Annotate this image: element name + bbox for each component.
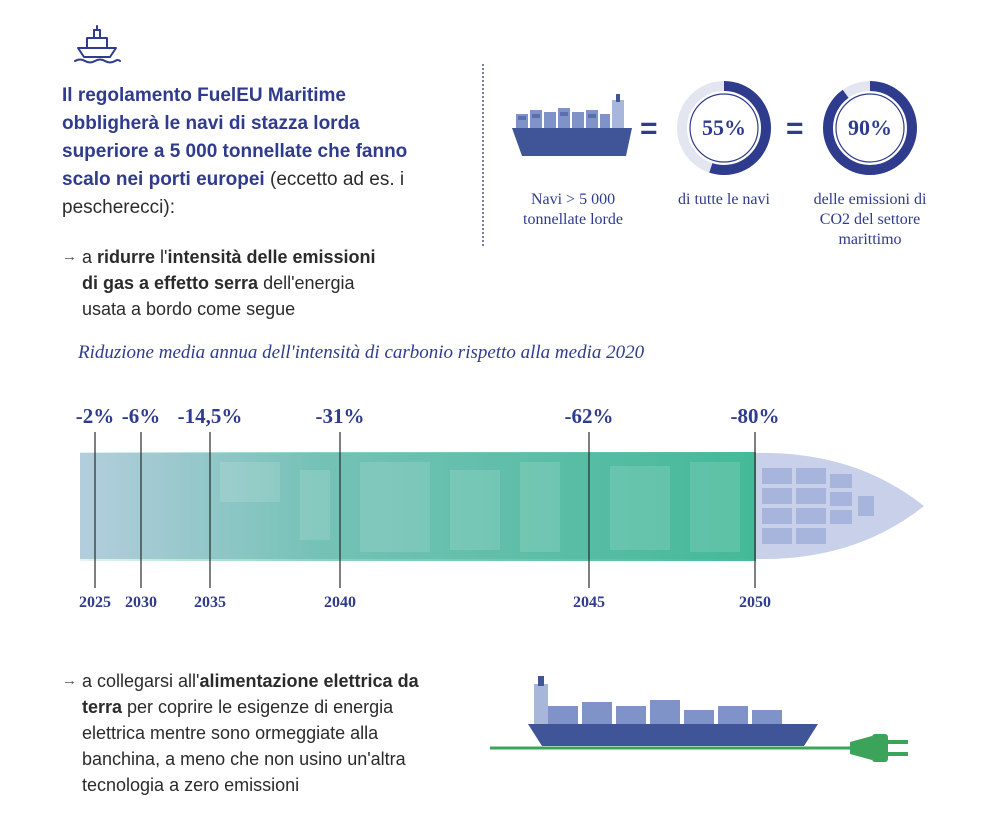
vertical-divider	[482, 64, 484, 246]
donut-arc-emissions	[823, 81, 917, 175]
intro-text: Il regolamento FuelEU Maritime obbligher…	[62, 82, 442, 222]
bullet1-text-2: l'	[155, 247, 168, 267]
reduction-label-2030: -6%	[121, 404, 161, 428]
power-plug-icon	[850, 734, 908, 762]
intro-bold: Il regolamento FuelEU Maritime obbligher…	[62, 85, 408, 190]
teal-overlay	[80, 452, 756, 561]
bullet-reduce: → a ridurre l'intensità delle emissioni …	[62, 244, 392, 322]
reduction-label-2025: -2%	[75, 404, 115, 428]
intro-normal: (eccetto ad es. i pescherecci):	[62, 169, 405, 218]
reduction-label-2035: -14,5%	[177, 404, 243, 428]
bullet-shore-power: → a collegarsi all'alimentazione elettri…	[62, 668, 452, 798]
caption-ships-share: di tutte le navi	[678, 191, 770, 208]
deck-texture	[220, 462, 740, 552]
donut-emissions-share: 90%	[822, 80, 918, 176]
bullet1-bold-2: intensità delle emissioni di gas a effet…	[82, 247, 376, 293]
arrow-right-icon: →	[62, 672, 77, 689]
reduction-timeline-chart	[80, 432, 924, 588]
reduction-label-2050: -80%	[730, 404, 780, 428]
container-ship-image	[508, 90, 638, 162]
bullet1-text-3: dell'energia usata a bordo come segue	[82, 273, 355, 319]
year-label-2025: 2025	[79, 594, 111, 611]
bullet2-text-2: per coprire le esigenze di energia elett…	[82, 697, 406, 795]
bullet2-bold-1: alimentazione elettrica da terra	[82, 671, 419, 717]
equals-sign-1: =	[640, 112, 658, 145]
ship-hull	[528, 724, 818, 746]
ship-with-plug-image	[490, 676, 908, 762]
year-label-2040: 2040	[324, 594, 356, 611]
arrow-right-icon: →	[62, 248, 77, 265]
donut-ships-label: 55%	[702, 115, 746, 140]
year-label-2045: 2045	[573, 594, 605, 611]
caption-ships: Navi > 5 000 tonnellate lorde	[523, 191, 623, 228]
bullet2-text-1: a collegarsi all'	[82, 671, 200, 691]
donut-arc-ships	[677, 81, 771, 175]
reduction-label-2045: -62%	[564, 404, 614, 428]
bow-containers	[762, 468, 874, 544]
reduction-label-2040: -31%	[315, 404, 365, 428]
donut-ships-share: 55%	[676, 80, 772, 176]
bullet1-bold-1: ridurre	[97, 247, 156, 267]
year-label-2030: 2030	[125, 594, 157, 611]
equals-sign-2: =	[786, 112, 804, 145]
year-label-2035: 2035	[194, 594, 226, 611]
ship-icon	[74, 25, 121, 64]
caption-emissions-share: delle emissioni di CO2 del settore marit…	[813, 191, 927, 248]
donut-emissions-label: 90%	[848, 115, 892, 140]
chart-title: Riduzione media annua dell'intensità di …	[78, 342, 645, 363]
bullet1-text-1: a	[82, 247, 98, 267]
year-label-2050: 2050	[739, 594, 771, 611]
